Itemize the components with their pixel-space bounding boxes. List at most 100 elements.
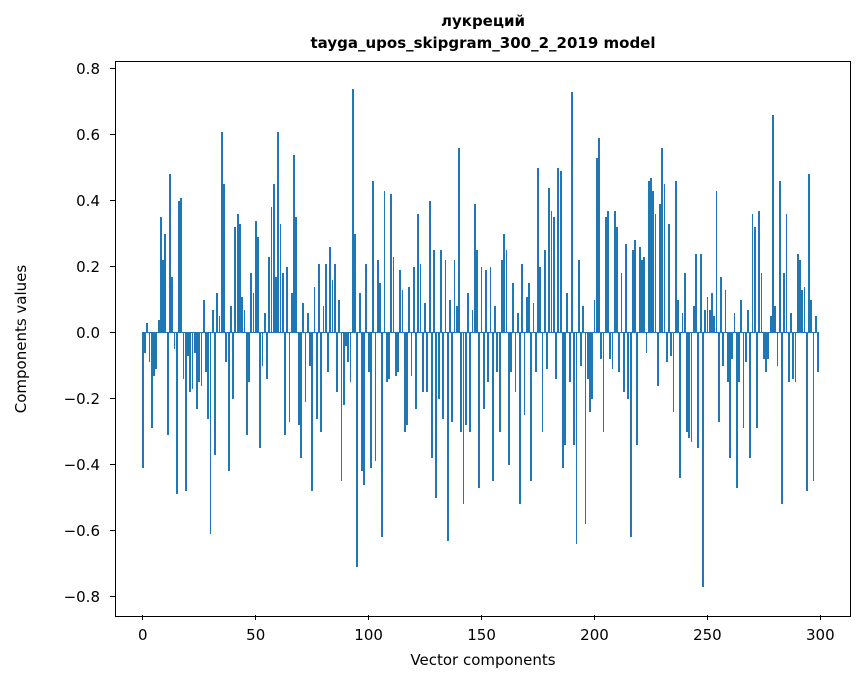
bar-component-278 bbox=[769, 316, 772, 333]
bar-component-207 bbox=[609, 332, 612, 360]
bar-component-155 bbox=[491, 332, 494, 482]
bar-component-237 bbox=[677, 299, 679, 333]
bar-component-187 bbox=[564, 332, 567, 445]
x-tick-label: 250 bbox=[693, 626, 722, 644]
bar-component-211 bbox=[618, 332, 621, 373]
bar-component-255 bbox=[717, 332, 720, 422]
bar-component-56 bbox=[268, 256, 271, 333]
bar-component-62 bbox=[281, 273, 284, 333]
x-tick-mark bbox=[255, 615, 257, 621]
bar-component-201 bbox=[595, 157, 598, 333]
bar-component-138 bbox=[453, 260, 456, 333]
bar-component-223 bbox=[645, 332, 648, 353]
bar-component-298 bbox=[814, 316, 817, 333]
bar-component-131 bbox=[437, 332, 440, 399]
bar-component-176 bbox=[539, 266, 542, 333]
bar-component-117 bbox=[406, 332, 408, 426]
bar-component-118 bbox=[408, 286, 411, 333]
bar-component-166 bbox=[516, 313, 519, 333]
zero-baseline bbox=[141, 332, 819, 334]
bar-component-289 bbox=[794, 332, 797, 383]
bar-component-259 bbox=[726, 332, 729, 383]
bar-component-279 bbox=[771, 115, 774, 333]
bar-component-275 bbox=[762, 332, 765, 360]
bar-component-132 bbox=[440, 250, 442, 333]
bar-component-247 bbox=[699, 253, 702, 333]
bar-component-221 bbox=[641, 260, 643, 333]
bar-component-189 bbox=[568, 332, 571, 383]
bar-component-178 bbox=[543, 250, 546, 333]
bar-component-54 bbox=[263, 313, 266, 333]
bar-component-70 bbox=[299, 332, 302, 459]
bar-component-241 bbox=[686, 332, 688, 432]
bar-component-295 bbox=[808, 174, 810, 333]
bar-component-153 bbox=[487, 332, 490, 383]
y-tick-label: 0.0 bbox=[76, 323, 100, 342]
bar-component-245 bbox=[695, 253, 697, 333]
y-tick-mark bbox=[109, 134, 115, 136]
bar-component-250 bbox=[706, 296, 709, 333]
y-tick-mark bbox=[109, 266, 115, 268]
bar-component-216 bbox=[629, 332, 632, 538]
bar-component-88 bbox=[340, 332, 343, 482]
bar-component-68 bbox=[295, 217, 298, 333]
y-tick-mark bbox=[109, 464, 115, 466]
bar-component-236 bbox=[674, 181, 677, 333]
bar-component-16 bbox=[178, 200, 180, 333]
bar-component-24 bbox=[196, 332, 198, 409]
bar-component-74 bbox=[309, 332, 311, 366]
bar-component-93 bbox=[351, 88, 354, 333]
bar-component-169 bbox=[523, 332, 526, 416]
bar-component-135 bbox=[446, 332, 449, 541]
bar-component-7 bbox=[157, 319, 160, 333]
chart-title-model: tayga_upos_skipgram_300_2_2019 model bbox=[310, 34, 656, 52]
x-tick-mark bbox=[593, 615, 596, 621]
bar-component-73 bbox=[306, 313, 309, 333]
bar-component-200 bbox=[593, 299, 596, 333]
bar-component-39 bbox=[229, 306, 232, 333]
bar-component-299 bbox=[817, 332, 819, 373]
bar-component-81 bbox=[324, 263, 327, 333]
bar-component-197 bbox=[586, 332, 589, 379]
bar-component-94 bbox=[354, 233, 356, 333]
bar-component-183 bbox=[555, 332, 557, 379]
bar-component-141 bbox=[460, 332, 463, 432]
bar-component-276 bbox=[765, 332, 767, 373]
bar-component-188 bbox=[566, 293, 569, 333]
bar-component-258 bbox=[724, 289, 727, 333]
bar-component-57 bbox=[270, 207, 273, 333]
bar-component-21 bbox=[189, 332, 192, 393]
bar-component-225 bbox=[650, 177, 652, 333]
bar-component-185 bbox=[559, 171, 562, 333]
bar-component-194 bbox=[580, 332, 582, 366]
chart-title-word: лукреций bbox=[441, 12, 525, 30]
bar-component-75 bbox=[311, 332, 314, 492]
bar-component-196 bbox=[584, 332, 587, 525]
bar-component-51 bbox=[257, 237, 259, 333]
bar-component-283 bbox=[781, 332, 783, 505]
bar-component-156 bbox=[494, 306, 496, 333]
bar-component-77 bbox=[315, 332, 318, 419]
bar-component-168 bbox=[521, 263, 524, 333]
bar-component-25 bbox=[198, 332, 201, 383]
bar-component-249 bbox=[704, 309, 707, 333]
bar-component-140 bbox=[458, 148, 460, 333]
bar-component-284 bbox=[783, 273, 786, 333]
bar-component-76 bbox=[313, 286, 316, 333]
bar-component-263 bbox=[735, 332, 738, 488]
bar-component-15 bbox=[175, 332, 178, 495]
y-tick-label: −0.2 bbox=[63, 389, 100, 408]
bar-component-222 bbox=[643, 256, 646, 333]
bar-component-120 bbox=[412, 266, 415, 333]
bar-component-274 bbox=[760, 273, 763, 333]
bar-component-199 bbox=[591, 332, 594, 399]
bar-component-186 bbox=[561, 332, 564, 469]
bar-component-85 bbox=[333, 263, 336, 333]
bar-component-3 bbox=[148, 332, 151, 363]
bar-component-149 bbox=[478, 332, 481, 488]
bar-component-114 bbox=[399, 270, 402, 333]
bar-component-145 bbox=[469, 332, 472, 432]
bar-component-48 bbox=[250, 273, 253, 333]
y-tick-mark bbox=[109, 530, 115, 532]
